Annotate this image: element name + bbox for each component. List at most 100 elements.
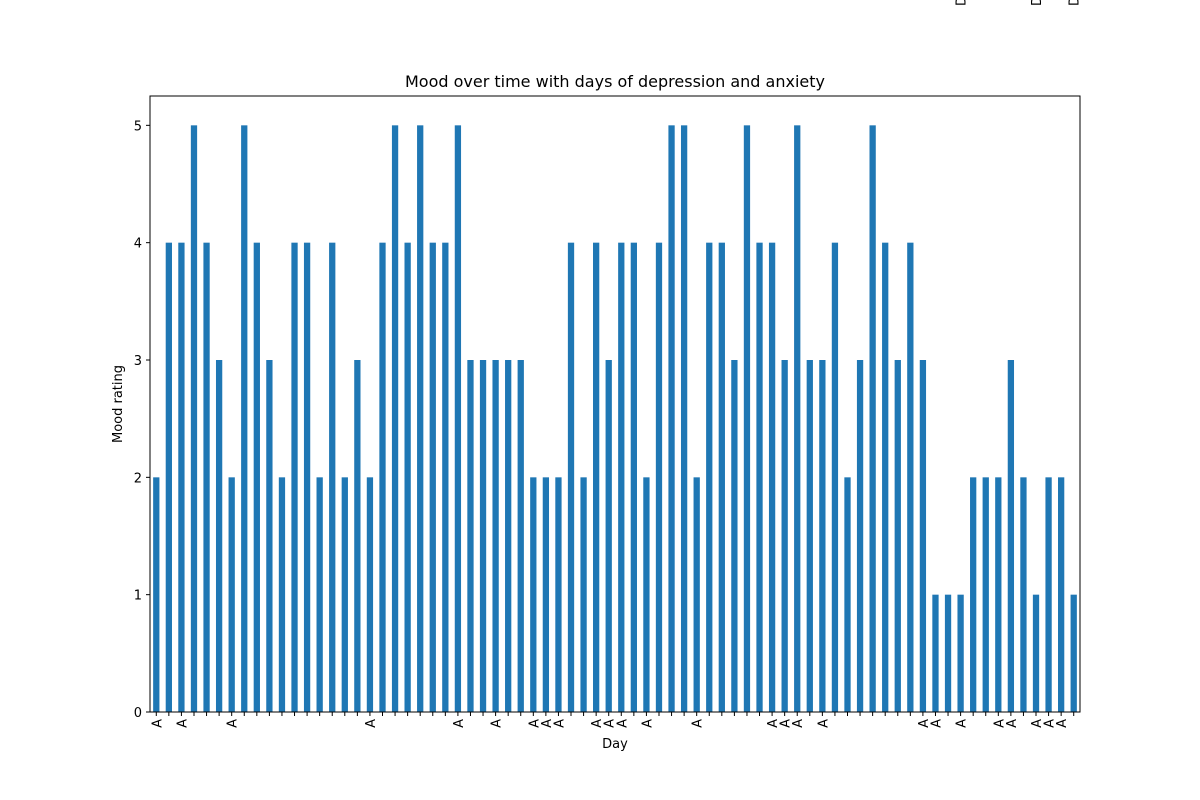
bar bbox=[178, 242, 185, 712]
x-tick-label: A bbox=[175, 719, 190, 728]
bar bbox=[819, 360, 826, 712]
x-tick-label: A bbox=[766, 719, 781, 728]
bar bbox=[215, 360, 223, 712]
bar bbox=[379, 242, 386, 712]
x-tick-label: A bbox=[992, 719, 1007, 728]
x-tick-label: A bbox=[452, 719, 467, 728]
x-tick-label: A bbox=[691, 719, 706, 728]
bar bbox=[756, 242, 763, 712]
bar bbox=[731, 360, 738, 712]
bar bbox=[303, 242, 311, 712]
x-tick-label: A bbox=[1043, 719, 1058, 728]
bar bbox=[932, 594, 939, 712]
bar bbox=[241, 125, 248, 713]
bar bbox=[1007, 360, 1015, 712]
bar bbox=[605, 360, 612, 712]
bar bbox=[329, 242, 336, 712]
x-tick-label: A bbox=[490, 719, 505, 728]
bar bbox=[190, 125, 198, 713]
bar bbox=[618, 242, 625, 712]
bar bbox=[919, 360, 927, 712]
x-tick-label: A bbox=[1030, 719, 1045, 728]
bar bbox=[278, 477, 286, 712]
y-tick-label: 2 bbox=[134, 471, 142, 486]
y-axis-label: Mood rating bbox=[111, 365, 126, 443]
x-tick-label: A bbox=[150, 719, 165, 728]
chart-title: Mood over time with days of depression a… bbox=[405, 72, 825, 91]
bar bbox=[593, 242, 600, 712]
x-tick-label: A bbox=[1055, 719, 1070, 728]
bar bbox=[1058, 477, 1065, 712]
x-tick-label: A bbox=[955, 719, 970, 728]
y-tick-label: 4 bbox=[134, 237, 142, 252]
x-axis-label: Day bbox=[602, 737, 628, 752]
bar bbox=[693, 477, 700, 712]
x-tick-label: A bbox=[226, 719, 241, 728]
x-tick-label: A bbox=[527, 719, 542, 728]
y-tick-label: 3 bbox=[134, 354, 142, 369]
bar bbox=[655, 242, 663, 712]
bar bbox=[1070, 594, 1077, 712]
bar bbox=[429, 242, 436, 712]
bar bbox=[203, 242, 210, 712]
bar bbox=[354, 360, 361, 712]
bar bbox=[253, 242, 260, 712]
x-tick-label: A bbox=[590, 719, 605, 728]
top-label: D bbox=[1030, 0, 1045, 6]
bar bbox=[1020, 477, 1027, 712]
bar bbox=[844, 477, 851, 712]
bar bbox=[743, 125, 751, 713]
bar bbox=[530, 477, 537, 712]
bar bbox=[366, 477, 374, 712]
bar bbox=[567, 242, 575, 712]
bar bbox=[266, 360, 273, 712]
bar bbox=[505, 360, 512, 712]
bar bbox=[856, 360, 864, 712]
x-tick-label: A bbox=[640, 719, 655, 728]
top-label: D bbox=[1068, 0, 1083, 6]
bar bbox=[768, 242, 776, 712]
bar bbox=[882, 242, 889, 712]
bar bbox=[982, 477, 989, 712]
x-tick-label: A bbox=[1005, 719, 1020, 728]
x-tick-label: A bbox=[917, 719, 932, 728]
bar bbox=[806, 360, 813, 712]
x-tick-label: A bbox=[615, 719, 630, 728]
bar bbox=[944, 594, 952, 712]
bar bbox=[970, 477, 977, 712]
x-tick-label: A bbox=[779, 719, 794, 728]
bar bbox=[165, 242, 172, 712]
y-tick-label: 0 bbox=[134, 706, 142, 721]
bar bbox=[542, 477, 550, 712]
bar bbox=[907, 242, 914, 712]
top-label: D bbox=[955, 0, 970, 6]
x-tick-label: A bbox=[603, 719, 618, 728]
bar bbox=[668, 125, 675, 713]
bar bbox=[1032, 594, 1040, 712]
bar bbox=[643, 477, 650, 712]
x-tick-label: A bbox=[540, 719, 555, 728]
bar bbox=[517, 360, 524, 712]
plot-frame bbox=[149, 95, 1081, 713]
bar bbox=[153, 477, 160, 712]
bar bbox=[706, 242, 713, 712]
y-tick-label: 5 bbox=[134, 119, 142, 134]
bar bbox=[894, 360, 901, 712]
bar bbox=[1045, 477, 1052, 712]
bar bbox=[957, 594, 964, 712]
bar bbox=[404, 242, 411, 712]
x-tick-label: A bbox=[816, 719, 831, 728]
bar bbox=[391, 125, 399, 713]
bar bbox=[442, 242, 449, 712]
bar bbox=[341, 477, 348, 712]
bar bbox=[680, 125, 688, 713]
bar bbox=[869, 125, 876, 713]
bar bbox=[228, 477, 235, 712]
bar bbox=[718, 242, 725, 712]
bar bbox=[479, 360, 487, 712]
bar bbox=[291, 242, 298, 712]
bar bbox=[995, 477, 1002, 712]
x-tick-label: A bbox=[929, 719, 944, 728]
